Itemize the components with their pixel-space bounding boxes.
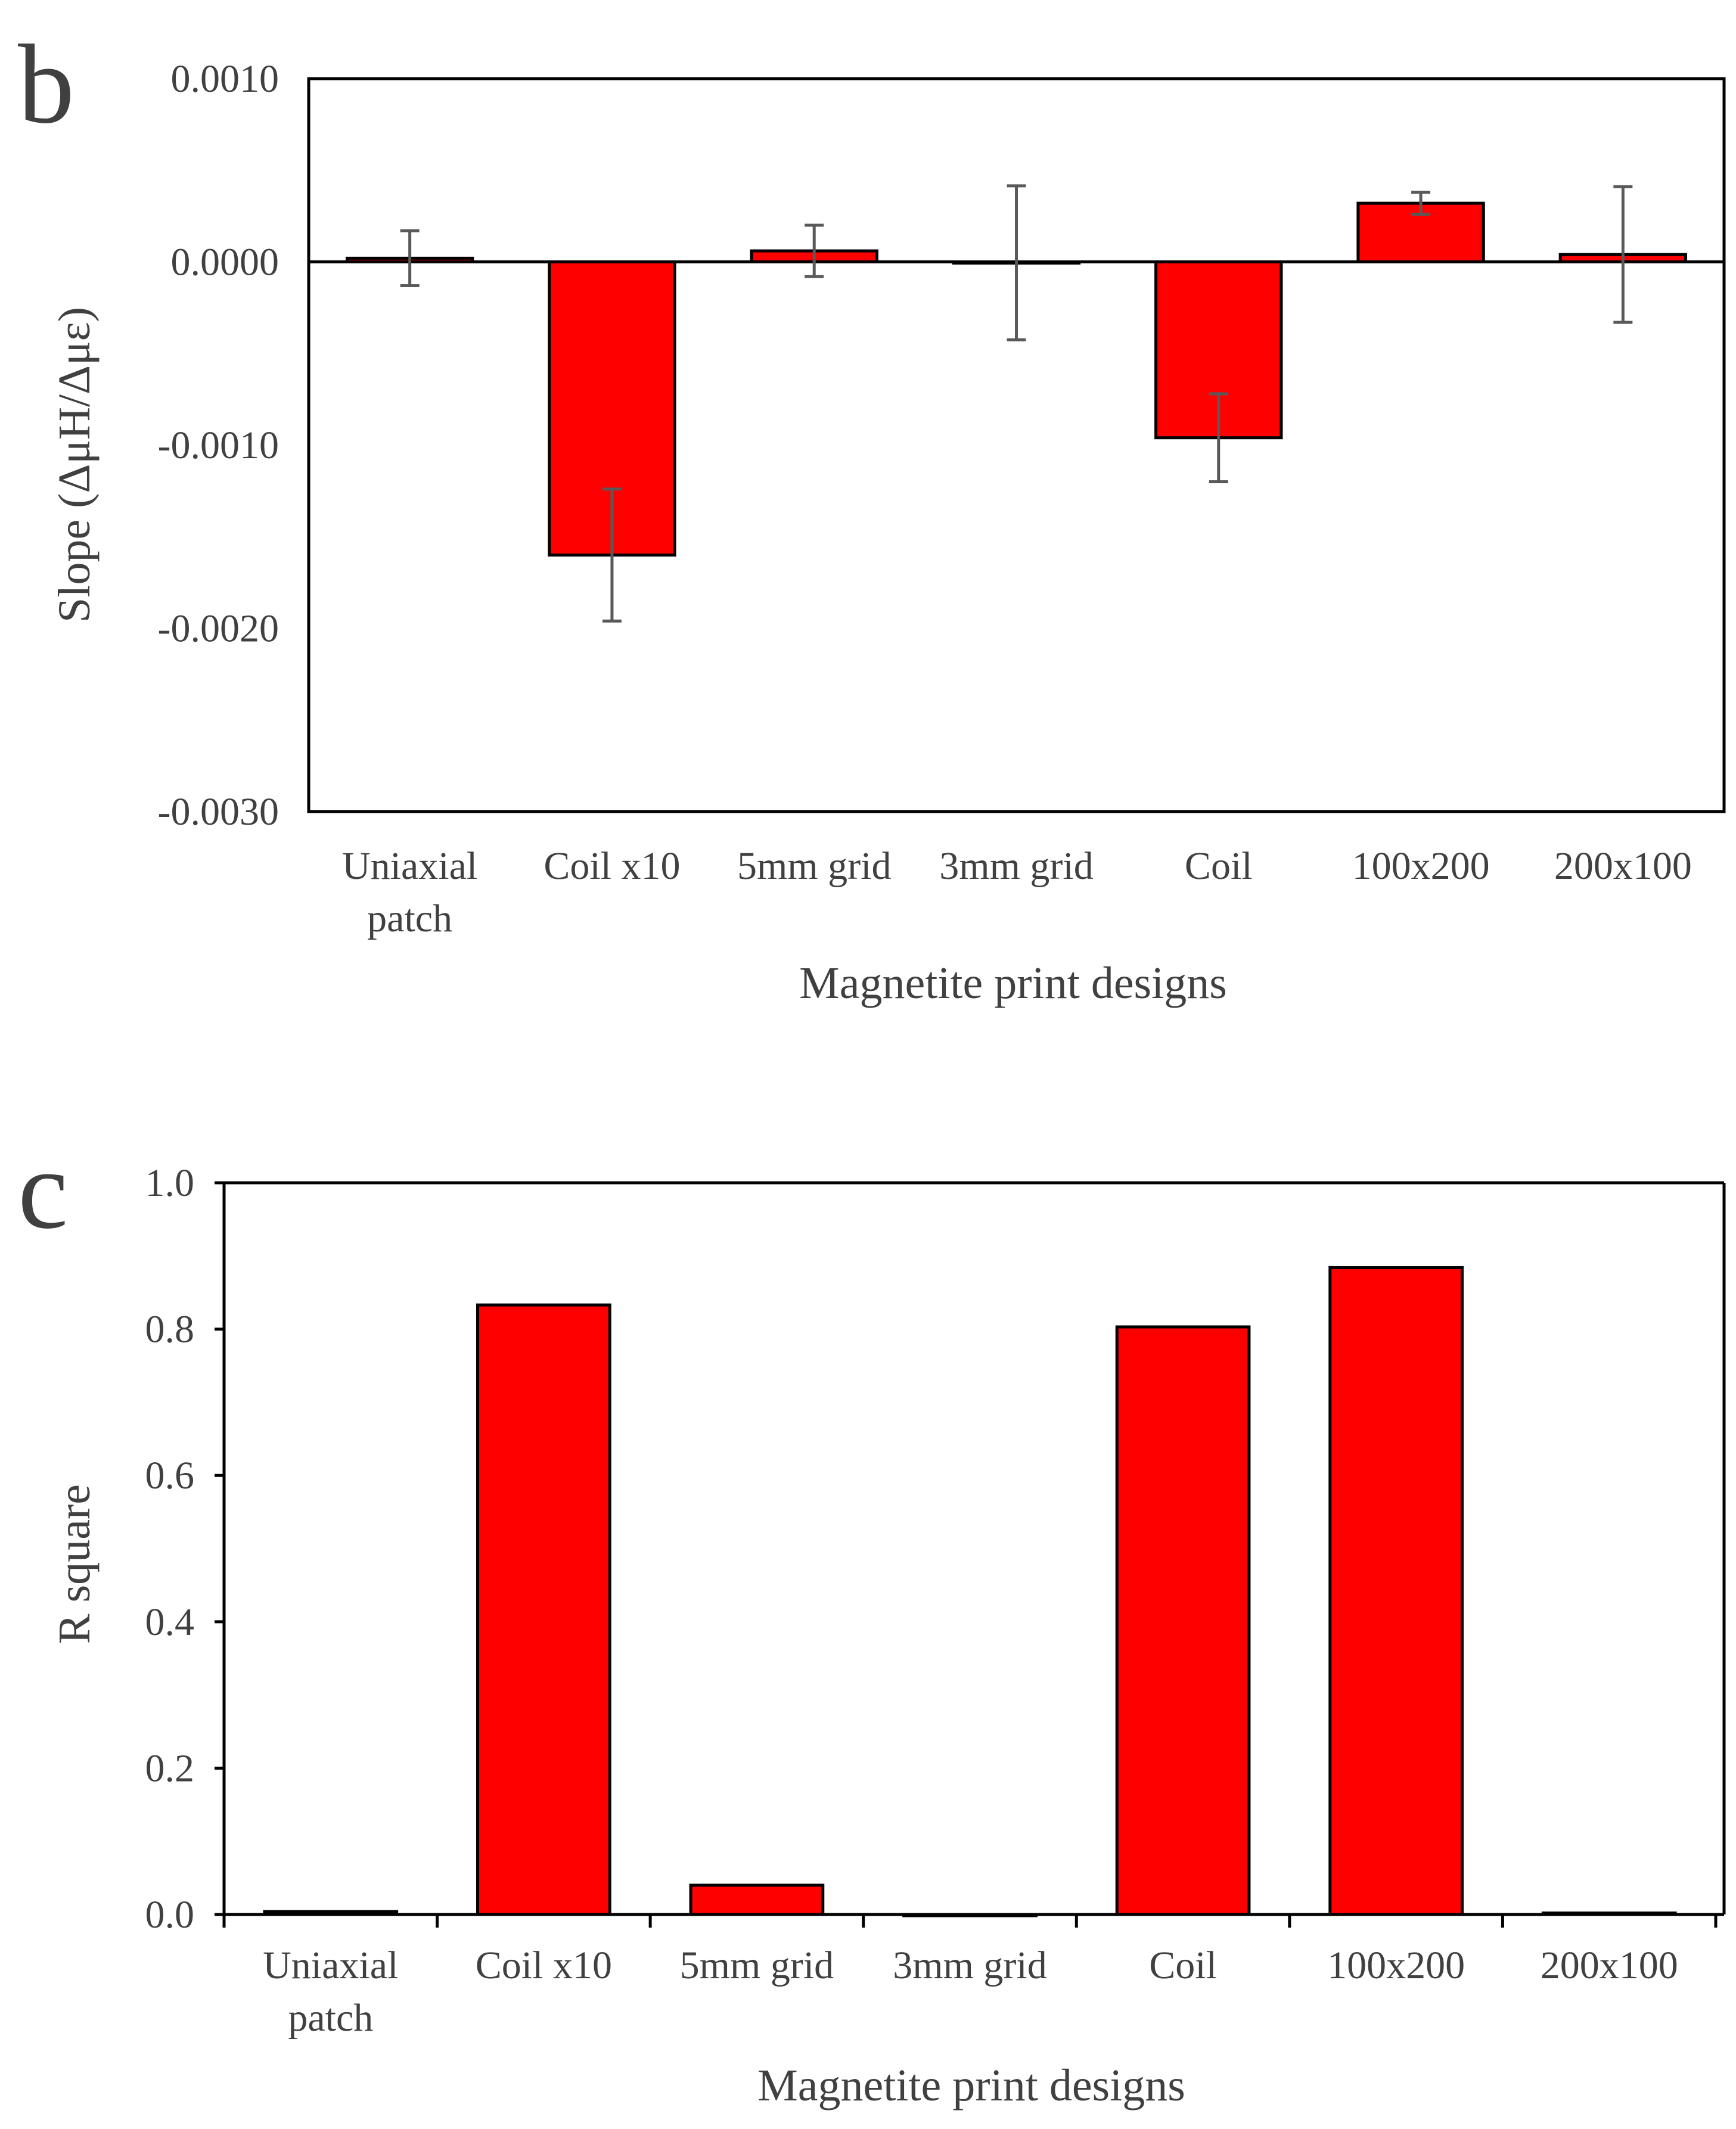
- y-tick-label: 0.2: [145, 1746, 195, 1790]
- error-bar: [602, 487, 622, 623]
- y-tick-label: 0.0010: [171, 57, 280, 101]
- error-bar: [400, 229, 420, 287]
- x-tick-label: 3mm grid: [939, 844, 1094, 888]
- y-tick-label: 0.0: [145, 1893, 195, 1937]
- panel-letter-c: c: [18, 1127, 68, 1252]
- x-tick-label: Uniaxial: [342, 844, 477, 888]
- x-tick-label: 5mm grid: [680, 1944, 834, 1987]
- y-tick-label: 1.0: [145, 1161, 195, 1205]
- x-axis-title: Magnetite print designs: [757, 2060, 1185, 2111]
- plot-frame: [307, 77, 1726, 813]
- bar: [1115, 1325, 1251, 1916]
- error-bar: [805, 223, 824, 278]
- panel-b: b Slope (ΔμH/Δμε) Magnetite print design…: [18, 22, 1726, 1008]
- y-tick-label: 0.0000: [171, 241, 280, 284]
- error-bar: [1007, 184, 1026, 341]
- x-tick-label: 5mm grid: [737, 844, 892, 888]
- y-axis-title: Slope (ΔμH/Δμε): [49, 307, 100, 623]
- x-tick-label: patch: [367, 897, 452, 940]
- error-bar: [1613, 185, 1633, 324]
- y-tick-label: 0.6: [145, 1454, 195, 1497]
- x-tick-label: 100x200: [1352, 844, 1490, 888]
- x-tick-label: Coil: [1185, 844, 1253, 888]
- bar: [1328, 1266, 1464, 1916]
- error-bar: [1209, 392, 1228, 483]
- x-axis-title: Magnetite print designs: [799, 958, 1227, 1008]
- x-tick-label: 100x200: [1327, 1944, 1465, 1987]
- x-tick-label: 3mm grid: [893, 1944, 1047, 1987]
- x-tick-label: Coil x10: [476, 1944, 612, 1987]
- x-tick-label: Coil: [1149, 1944, 1217, 1987]
- plot-area-b: 0.0010 0.0000 -0.0010 -0.0020 -0.0030 Uniaxia…: [158, 57, 1726, 940]
- y-tick-label: 0.8: [145, 1308, 195, 1351]
- y-axis-title: R square: [49, 1484, 100, 1644]
- plot-area-c: 0.0 0.2 0.4 0.6 0.8 1.0 Uniaxial patch Coil x10 5…: [145, 1161, 1726, 2040]
- x-tick-label: Coil x10: [544, 844, 680, 888]
- panel-letter-b: b: [18, 22, 74, 147]
- y-tick-label: 0.4: [145, 1600, 195, 1644]
- y-tick-label: -0.0020: [158, 607, 279, 651]
- panel-c: c R square Magnetite print designs 0.00.…: [18, 1127, 1726, 2111]
- error-bar: [1411, 191, 1431, 216]
- x-tick-label: patch: [288, 1996, 373, 2040]
- x-tick-label: 200x100: [1554, 844, 1692, 888]
- x-tick-label: Uniaxial: [263, 1944, 398, 1987]
- y-tick-label: -0.0010: [158, 424, 279, 467]
- y-tick-label: -0.0030: [158, 790, 279, 834]
- bar: [689, 1884, 825, 1916]
- x-tick-label: 200x100: [1541, 1944, 1678, 1987]
- bar: [476, 1303, 611, 1916]
